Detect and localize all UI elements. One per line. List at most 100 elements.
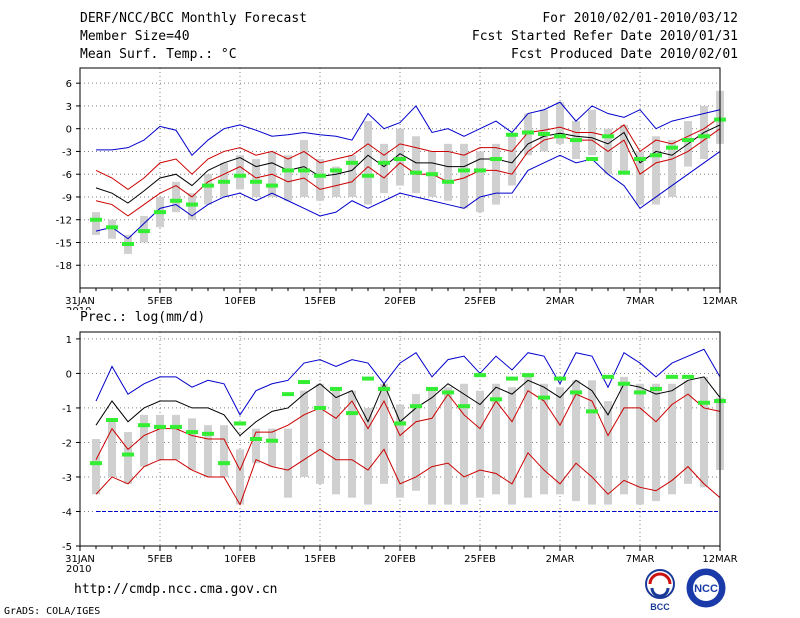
observed-marker: [154, 210, 166, 215]
observed-marker: [410, 404, 422, 409]
y-tick-label: 3: [66, 102, 72, 113]
observed-marker: [474, 168, 486, 173]
y-tick-label: -3: [62, 473, 72, 484]
ensemble-box: [348, 390, 356, 498]
observed-marker: [346, 160, 358, 165]
observed-marker: [282, 168, 294, 173]
x-tick-label: 10FEB: [224, 296, 256, 307]
ensemble-box: [140, 414, 148, 467]
fcst-produced-date: Fcst Produced Date 2010/02/01: [511, 47, 738, 62]
ensemble-box: [332, 390, 340, 495]
series-line-lower: [95, 448, 721, 506]
observed-marker: [314, 405, 326, 410]
ensemble-box: [236, 155, 244, 190]
panel2-label: Prec.: log(mm/d): [80, 310, 206, 325]
ensemble-box: [620, 124, 628, 175]
series-line-lower: [95, 128, 721, 217]
observed-marker: [570, 138, 582, 143]
ensemble-box: [572, 380, 580, 502]
observed-marker: [186, 202, 198, 207]
series-line-upper: [95, 376, 721, 437]
x-tick-label: 25FEB: [464, 554, 496, 565]
y-tick-label: -18: [56, 261, 72, 272]
observed-marker: [634, 157, 646, 162]
x-year-label: 2010: [66, 564, 91, 575]
x-tick-label: 2MAR: [546, 554, 575, 565]
ensemble-box: [124, 432, 132, 484]
observed-marker: [218, 179, 230, 184]
ensemble-box: [460, 383, 468, 505]
y-tick-label: 1: [66, 335, 72, 346]
x-tick-label: 25FEB: [464, 296, 496, 307]
y-tick-label: 0: [66, 125, 72, 136]
x-tick-label: 7MAR: [626, 554, 655, 565]
ensemble-box: [476, 151, 484, 213]
observed-marker: [666, 374, 678, 379]
ensemble-box: [268, 428, 276, 467]
observed-marker: [170, 198, 182, 203]
forecast-period: For 2010/02/01-2010/03/12: [542, 11, 738, 26]
observed-marker: [154, 424, 166, 429]
observed-marker: [298, 380, 310, 385]
ensemble-box: [156, 414, 164, 460]
ensemble-box: [92, 212, 100, 235]
logos: BCC NCC: [645, 568, 726, 612]
ensemble-box: [636, 383, 644, 505]
observed-marker: [426, 386, 438, 391]
y-tick-label: -15: [56, 238, 72, 249]
observed-marker: [202, 431, 214, 436]
source-url[interactable]: http://cmdp.ncc.cma.gov.cn: [74, 582, 278, 597]
observed-marker: [490, 397, 502, 402]
grads-credit: GrADS: COLA/IGES: [4, 606, 101, 617]
ensemble-box: [556, 102, 564, 144]
ensemble-box: [284, 155, 292, 201]
observed-marker: [378, 386, 390, 391]
ensemble-box: [524, 376, 532, 498]
y-tick-label: -3: [62, 147, 72, 158]
ensemble-box: [252, 428, 260, 464]
ensemble-box: [588, 380, 596, 505]
ensemble-box: [332, 166, 340, 197]
observed-marker: [394, 157, 406, 162]
observed-marker: [186, 430, 198, 435]
observed-marker: [586, 409, 598, 414]
ensemble-box: [700, 376, 708, 488]
ensemble-box: [668, 383, 676, 495]
observed-marker: [538, 132, 550, 136]
ncc-logo-text: NCC: [694, 583, 718, 595]
ensemble-box: [652, 136, 660, 205]
observed-marker: [458, 168, 470, 173]
ensemble-box: [220, 425, 228, 477]
x-tick-label: 15FEB: [304, 554, 336, 565]
series-line-mean: [95, 389, 721, 472]
fcst-started-date: Fcst Started Refer Date 2010/01/31: [471, 29, 738, 44]
observed-marker: [490, 157, 502, 162]
series-line-min: [95, 151, 721, 240]
y-tick-label: 6: [66, 79, 72, 90]
ensemble-box: [92, 439, 100, 495]
observed-marker: [346, 411, 358, 416]
ensemble-box: [412, 394, 420, 491]
observed-marker: [90, 461, 102, 466]
y-tick-label: -1: [62, 404, 72, 415]
ensemble-box: [364, 121, 372, 205]
ensemble-box: [188, 418, 196, 471]
ensemble-box: [492, 143, 500, 205]
ensemble-box: [316, 159, 324, 201]
ensemble-box: [508, 387, 516, 505]
observed-marker: [282, 392, 294, 397]
x-tick-label: 15FEB: [304, 296, 336, 307]
y-tick-label: -2: [62, 438, 72, 449]
x-tick-label: 20FEB: [384, 296, 416, 307]
ensemble-box: [316, 383, 324, 484]
bcc-logo: BCC: [645, 569, 675, 612]
x-tick-label: 12MAR: [702, 554, 737, 565]
y-tick-label: -12: [56, 216, 72, 227]
observed-marker: [426, 172, 438, 177]
ensemble-box: [444, 387, 452, 505]
observed-marker: [698, 134, 710, 139]
ensemble-box: [108, 418, 116, 477]
observed-marker: [250, 179, 262, 184]
ensemble-box: [604, 401, 612, 505]
